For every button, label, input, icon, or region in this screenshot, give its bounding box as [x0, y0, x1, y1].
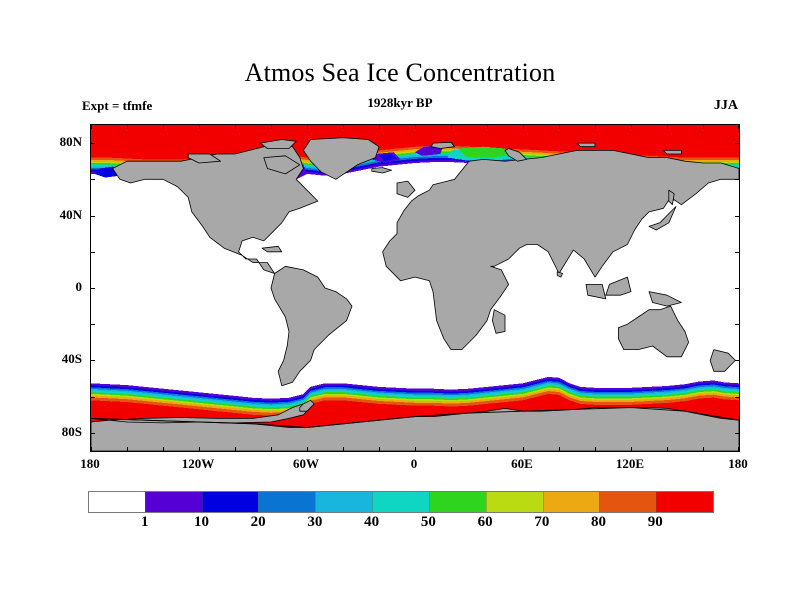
colorbar-swatch [372, 492, 429, 512]
figure-subtitle: 1928kyr BP [367, 95, 433, 110]
colorbar-tick-label: 1 [140, 514, 149, 530]
y-tick-label: 0 [75, 279, 83, 294]
colorbar-tick-label: 40 [364, 514, 380, 530]
colorbar-swatch [599, 492, 657, 512]
colorbar-swatch [201, 492, 259, 512]
colorbar-tick-label: 60 [477, 514, 493, 530]
y-tick-label: 40S [61, 351, 82, 367]
colorbar-tick-label: 80 [591, 514, 607, 530]
colorbar-swatch [485, 492, 543, 512]
page-title: Atmos Sea Ice Concentration [244, 58, 556, 87]
colorbar-tick-label: 50 [420, 514, 436, 530]
y-tick-label: 80S [61, 423, 82, 439]
colorbar-swatch [144, 492, 202, 512]
map-plot-area [90, 124, 740, 452]
colorbar-tick-label: 30 [307, 514, 323, 530]
colorbar-tick-label: 10 [193, 514, 209, 530]
colorbar-swatch [258, 492, 316, 512]
x-tick-label: 180 [728, 456, 748, 471]
colorbar-tick-label: 70 [534, 514, 550, 530]
colorbar [88, 491, 714, 513]
colorbar-swatch [656, 492, 713, 512]
x-tick-label: 120W [181, 456, 215, 471]
x-tick-label: 0 [410, 456, 418, 471]
season-label: JJA [713, 98, 738, 113]
y-tick-label: 80N [59, 134, 82, 150]
colorbar-swatch [428, 492, 486, 512]
land-layer [91, 137, 739, 451]
x-tick-label: 60E [511, 456, 533, 471]
world-map-sea-ice [91, 125, 739, 451]
colorbar-tick-label: 90 [647, 514, 663, 530]
colorbar-swatch [89, 492, 145, 512]
colorbar-tick-label: 20 [250, 514, 266, 530]
y-tick-label: 40N [59, 206, 82, 222]
experiment-label: Expt = tfmfe [82, 98, 153, 113]
x-tick-label: 120E [615, 456, 645, 471]
x-tick-label: 180 [80, 456, 100, 471]
colorbar-swatch [542, 492, 600, 512]
colorbar-swatch [315, 492, 373, 512]
x-tick-label: 60W [293, 456, 319, 471]
